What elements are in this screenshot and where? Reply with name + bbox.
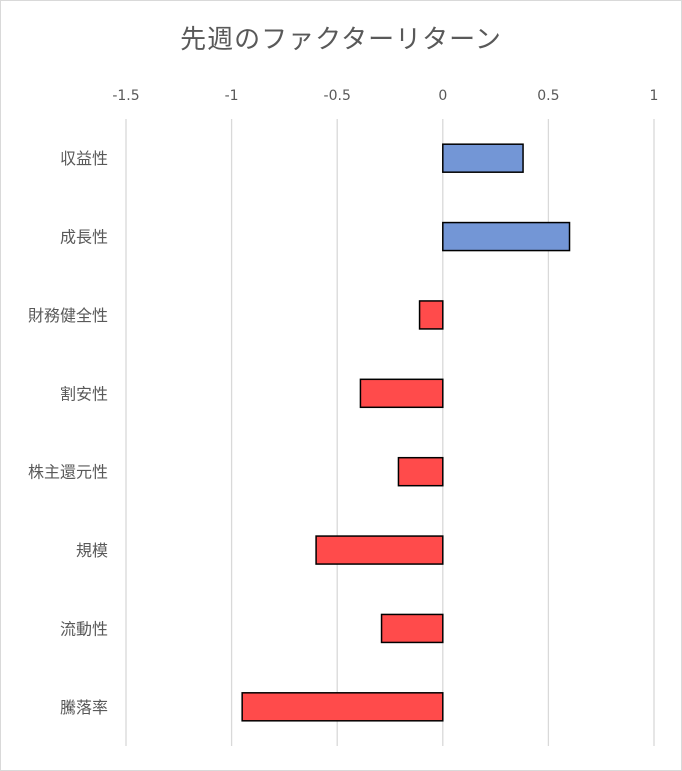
bar <box>315 535 444 565</box>
bar <box>418 300 444 330</box>
bars <box>241 143 571 722</box>
gridlines <box>125 119 655 746</box>
x-tick-label: -1.5 <box>112 88 139 104</box>
bar <box>397 456 444 487</box>
bar <box>241 692 444 722</box>
x-axis-tick-labels: -1.5 -1 -0.5 0 0.5 1 <box>112 88 658 104</box>
x-tick-label: 0.5 <box>537 88 559 104</box>
bar <box>380 613 444 644</box>
category-label: 流動性 <box>60 619 108 638</box>
x-tick-label: 1 <box>650 88 659 104</box>
category-label: 騰落率 <box>60 698 108 717</box>
x-tick-label: -1 <box>225 88 239 104</box>
bar <box>359 378 444 409</box>
x-tick-label: 0 <box>438 88 447 104</box>
bar <box>442 221 571 252</box>
category-label: 割安性 <box>60 384 108 403</box>
category-label: 財務健全性 <box>28 306 108 325</box>
category-label: 成長性 <box>60 228 108 247</box>
bar <box>442 143 524 173</box>
chart-title: 先週のファクターリターン <box>180 25 502 55</box>
category-label: 規模 <box>76 541 108 560</box>
category-label: 株主還元性 <box>28 463 108 482</box>
x-tick-label: -0.5 <box>324 88 351 104</box>
category-label: 収益性 <box>60 149 108 168</box>
